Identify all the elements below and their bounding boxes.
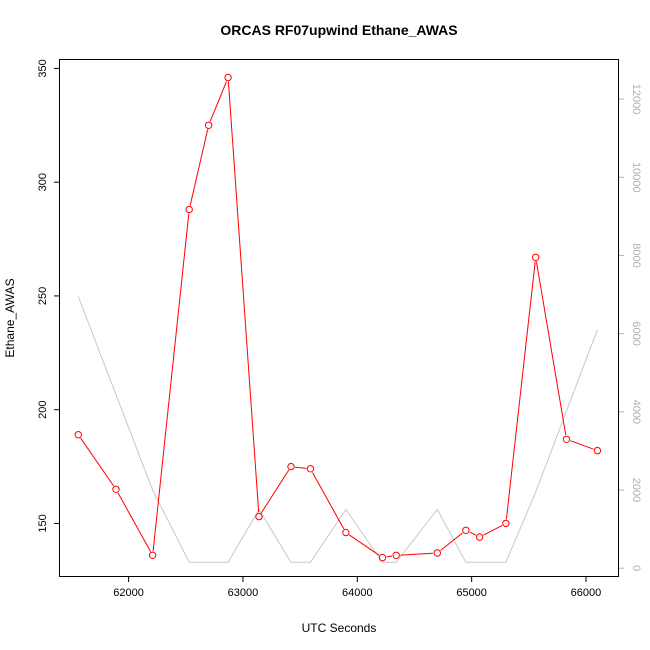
- primary-series-segment: [295, 466, 307, 469]
- data-point: [392, 551, 400, 559]
- primary-series-segment: [483, 524, 503, 536]
- data-point: [204, 121, 213, 130]
- y2-tick-label: 4000: [630, 400, 642, 424]
- primary-series-segment: [117, 492, 152, 552]
- data-point: [562, 435, 571, 443]
- y2-tick-label: 12000: [630, 84, 642, 115]
- data-point: [224, 73, 232, 82]
- primary-series-segment: [386, 555, 393, 558]
- y-tick-label: 200: [37, 401, 49, 419]
- x-tick-label: 65000: [456, 587, 487, 599]
- y-tick-label: 250: [37, 287, 49, 305]
- y2-tick-label: 10000: [630, 162, 642, 193]
- primary-series-segment: [570, 440, 594, 450]
- data-point: [378, 553, 387, 562]
- primary-series-segment: [400, 552, 434, 556]
- primary-series-segment: [349, 534, 380, 556]
- y2-tick-label: 2000: [630, 478, 642, 502]
- chart-title: ORCAS RF07upwind Ethane_AWAS: [220, 22, 457, 38]
- y2-tick-label: 0: [630, 565, 642, 571]
- data-point: [532, 253, 540, 261]
- data-point: [593, 446, 602, 455]
- data-point: [74, 431, 83, 439]
- data-point: [148, 551, 157, 559]
- data-point: [462, 526, 470, 534]
- x-tick-label: 64000: [342, 587, 373, 599]
- y-tick-label: 350: [37, 59, 49, 77]
- x-tick-label: 63000: [228, 587, 259, 599]
- data-point: [433, 549, 441, 557]
- primary-series-segment: [227, 81, 260, 513]
- data-point: [255, 512, 263, 521]
- data-point: [475, 533, 484, 541]
- primary-series-segment: [312, 472, 345, 530]
- y2-tick-label: 8000: [630, 243, 642, 267]
- primary-series-segment: [152, 213, 190, 552]
- primary-series-segment: [469, 531, 477, 536]
- y-tick-label: 300: [37, 173, 49, 191]
- plot-frame: [59, 59, 619, 577]
- data-point: [185, 205, 193, 214]
- data-point: [502, 519, 510, 528]
- primary-series-segment: [209, 81, 227, 122]
- y-axis-label: Ethane_AWAS: [3, 278, 17, 357]
- data-point: [306, 465, 315, 473]
- series-layer: [74, 73, 602, 563]
- x-tick-label: 66000: [571, 587, 602, 599]
- primary-series-segment: [505, 261, 536, 520]
- x-tick-label: 62000: [113, 587, 144, 599]
- primary-series-segment: [535, 261, 567, 436]
- data-point: [342, 528, 350, 537]
- data-point: [287, 462, 295, 471]
- secondary-series-line: [77, 296, 598, 563]
- primary-series-segment: [260, 469, 290, 514]
- axes-layer: 62000 63000 64000 65000 66000 150 200 250 300 350…: [37, 59, 642, 599]
- y2-tick-label: 6000: [630, 321, 642, 345]
- primary-series-segment: [440, 532, 463, 551]
- x-axis-label: UTC Seconds: [302, 621, 377, 635]
- y-tick-label: 150: [37, 514, 49, 532]
- primary-series-segment: [189, 129, 209, 206]
- primary-series-segment: [80, 437, 115, 487]
- data-point: [112, 485, 120, 493]
